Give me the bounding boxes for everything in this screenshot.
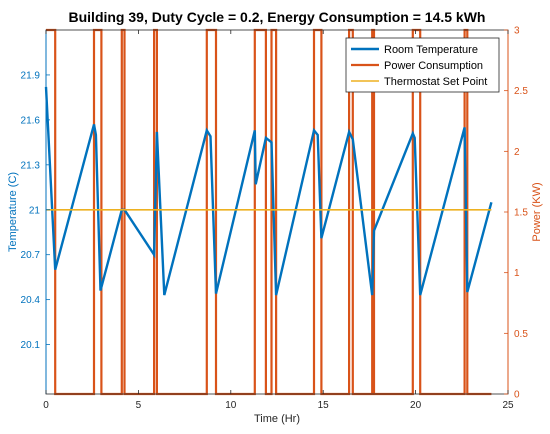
y-left-tick-label: 21.9 bbox=[21, 70, 41, 81]
y-left-tick-label: 20.7 bbox=[21, 250, 41, 261]
x-tick-label: 0 bbox=[43, 400, 49, 411]
y-left-tick-label: 21.3 bbox=[21, 160, 41, 171]
legend-label: Thermostat Set Point bbox=[384, 76, 487, 88]
x-tick-label: 10 bbox=[225, 400, 237, 411]
y-right-tick-label: 3 bbox=[514, 26, 520, 37]
legend-label: Room Temperature bbox=[384, 44, 478, 56]
x-tick-label: 15 bbox=[318, 400, 330, 411]
x-tick-label: 20 bbox=[410, 400, 422, 411]
y-axis-right-label: Power (KW) bbox=[531, 182, 543, 241]
legend: Room Temperature Power Consumption Thermos… bbox=[345, 37, 500, 93]
x-tick-label: 5 bbox=[136, 400, 142, 411]
legend-label: Power Consumption bbox=[384, 60, 483, 72]
tick-layer: 0 5 10 15 20 2520.120.420.72121.321.621.900.5… bbox=[21, 26, 529, 412]
y-left-tick-label: 20.4 bbox=[21, 295, 41, 306]
y-right-tick-label: 2 bbox=[514, 147, 520, 158]
y-left-tick-label: 21 bbox=[29, 205, 41, 216]
y-left-tick-label: 20.1 bbox=[21, 340, 41, 351]
y-right-tick-label: 0.5 bbox=[514, 329, 528, 340]
series-layer bbox=[44, 28, 493, 396]
y-right-tick-label: 1 bbox=[514, 268, 520, 279]
x-axis-label: Time (Hr) bbox=[254, 413, 300, 425]
chart-title: Building 39, Duty Cycle = 0.2, Energy Co… bbox=[69, 9, 486, 25]
y-left-tick-label: 21.6 bbox=[21, 115, 41, 126]
y-right-tick-label: 1.5 bbox=[514, 208, 528, 219]
y-right-tick-label: 2.5 bbox=[514, 86, 528, 97]
y-right-tick-label: 0 bbox=[514, 390, 520, 401]
x-tick-label: 25 bbox=[502, 400, 514, 411]
series-line-power-consumption bbox=[46, 28, 492, 396]
y-axis-left-label: Temperature (C) bbox=[7, 172, 19, 252]
